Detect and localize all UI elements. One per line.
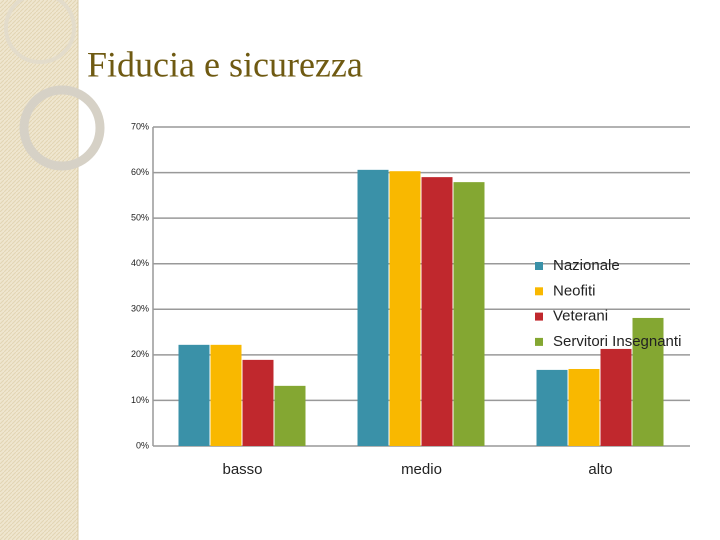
bar: [242, 359, 274, 446]
y-tick-label: 70%: [131, 121, 149, 131]
bar: [178, 344, 210, 446]
y-tick-label: 50%: [131, 213, 149, 223]
bar: [600, 348, 632, 446]
legend-swatch: [535, 337, 543, 346]
legend-label: Nazionale: [553, 257, 620, 274]
y-tick-label: 30%: [131, 304, 149, 314]
chart-title: Fiducia e sicurezza: [87, 44, 363, 84]
bar: [357, 169, 389, 446]
decor-circle: [19, 85, 105, 171]
legend-swatch: [535, 312, 543, 321]
bar: [421, 177, 453, 446]
bar: [536, 369, 568, 446]
decor-circle: [4, 0, 76, 64]
side-panel: [0, 0, 78, 540]
x-tick-label: basso: [222, 461, 262, 478]
bar: [568, 368, 600, 446]
y-tick-label: 40%: [131, 258, 149, 268]
bar: [210, 344, 242, 446]
x-tick-label: medio: [401, 461, 442, 478]
legend-swatch: [535, 287, 543, 296]
x-tick-label: alto: [588, 461, 612, 478]
y-tick-label: 60%: [131, 167, 149, 177]
bar: [274, 385, 306, 446]
y-tick-label: 10%: [131, 395, 149, 405]
y-tick-label: 20%: [131, 349, 149, 359]
legend-swatch: [535, 262, 543, 270]
bar: [389, 171, 421, 446]
legend-label: Veterani: [553, 308, 608, 325]
y-tick-label: 0%: [136, 440, 149, 450]
bar: [632, 317, 664, 446]
legend-label: Neofiti: [553, 282, 596, 299]
legend-label: Servitori Insegnanti: [553, 333, 681, 350]
bar: [453, 182, 485, 447]
